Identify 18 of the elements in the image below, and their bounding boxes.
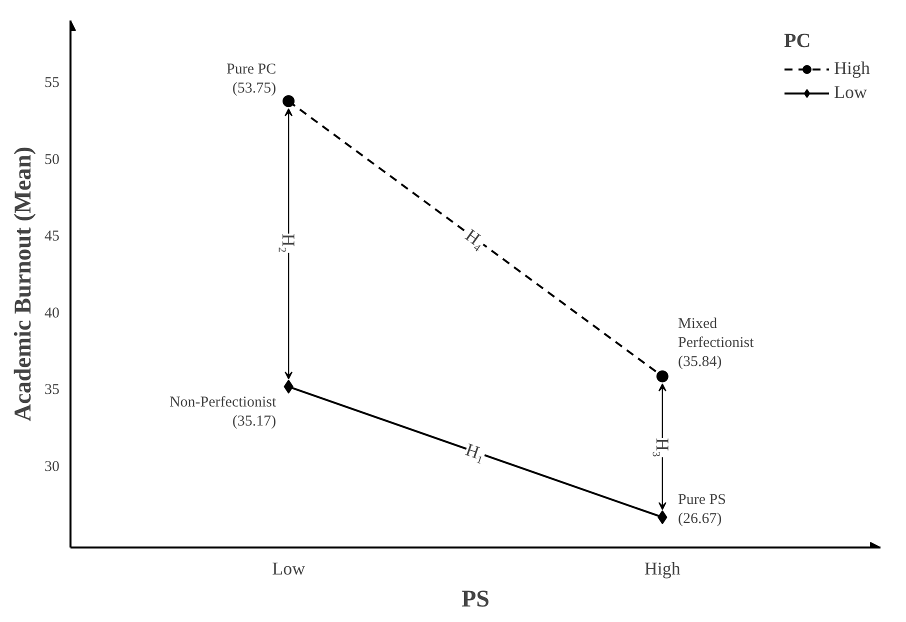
annotation: H₂ xyxy=(278,234,299,253)
y-tick-label: 40 xyxy=(44,305,60,322)
annotation: Pure PS (26.67) xyxy=(678,492,726,528)
legend-title: PC xyxy=(784,30,812,53)
annotation: H₃ xyxy=(652,438,672,458)
legend-label: Low xyxy=(834,82,867,103)
x-axis-title: PS xyxy=(461,586,490,612)
y-tick-label: 30 xyxy=(44,459,60,476)
y-tick-label: 50 xyxy=(44,152,60,168)
annotation: Non-Perfectionist (35.17) xyxy=(169,394,277,430)
legend-label: High xyxy=(834,58,870,79)
annotation: H₄ xyxy=(462,225,490,252)
annotation: Mixed Perfectionist (35.84) xyxy=(678,316,755,370)
y-tick-label: 45 xyxy=(44,228,60,245)
annotation: Pure PC (53.75) xyxy=(226,61,276,97)
y-axis-title: Academic Burnout (Mean) xyxy=(10,146,36,422)
y-tick-label: 35 xyxy=(44,382,60,398)
y-tick-label: 55 xyxy=(44,74,60,91)
